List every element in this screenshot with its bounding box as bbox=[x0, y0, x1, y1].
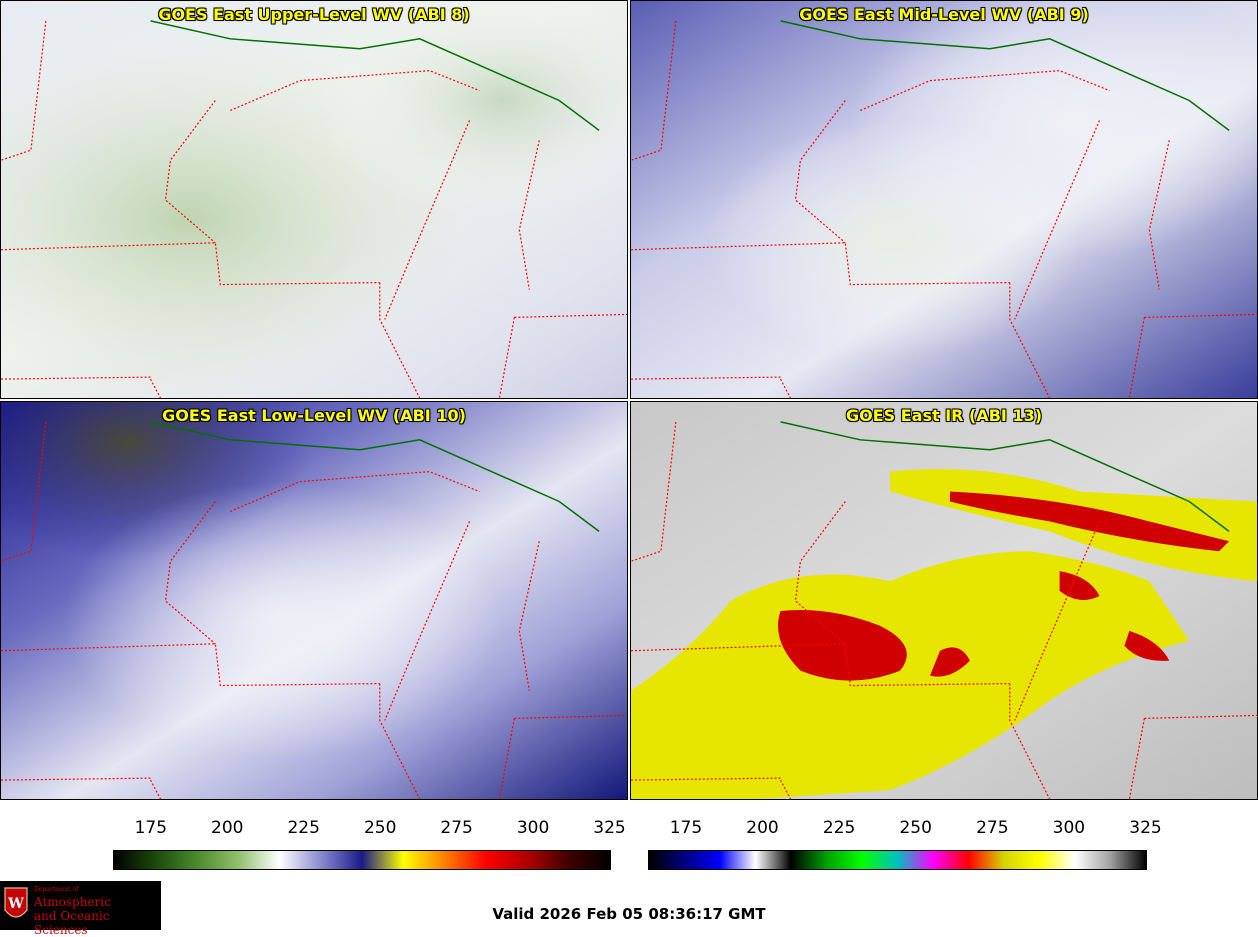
low-level-wv-image bbox=[1, 402, 627, 799]
wv-colorbar-ticks: 175 200 225 250 275 300 325 bbox=[113, 818, 626, 856]
uw-crest-icon: W bbox=[4, 887, 28, 918]
ir-image bbox=[631, 402, 1257, 799]
mid-level-wv-panel: GOES East Mid-Level WV (ABI 9) bbox=[630, 0, 1258, 399]
colorbar-tick-label: 200 bbox=[211, 818, 244, 838]
valid-time: Valid 2026 Feb 05 08:36:17 GMT bbox=[492, 905, 766, 923]
panel-title: GOES East Mid-Level WV (ABI 9) bbox=[799, 5, 1089, 24]
panel-title: GOES East Low-Level WV (ABI 10) bbox=[162, 406, 466, 425]
wv-colorbar: 175 200 225 250 275 300 325 bbox=[113, 818, 626, 872]
mid-level-wv-image bbox=[631, 1, 1257, 398]
colorbar-tick-label: 300 bbox=[516, 818, 550, 838]
ir-colorbar: 175 200 225 250 275 300 325 bbox=[648, 818, 1162, 872]
colorbar-tick-label: 175 bbox=[669, 818, 703, 838]
logo-line1: Atmospheric bbox=[34, 895, 111, 909]
colorbar-tick-label: 200 bbox=[746, 818, 779, 838]
colorbar-tick-label: 175 bbox=[134, 818, 168, 838]
colorbar-tick-label: 225 bbox=[822, 818, 856, 838]
crest-letter: W bbox=[7, 896, 24, 912]
colorbar-tick-label: 250 bbox=[899, 818, 932, 838]
colorbar-tick-label: 325 bbox=[593, 818, 626, 838]
low-level-wv-panel: GOES East Low-Level WV (ABI 10) bbox=[0, 401, 628, 800]
colorbar-tick-label: 275 bbox=[976, 818, 1009, 838]
colorbar-tick-label: 325 bbox=[1129, 818, 1162, 838]
panel-title: GOES East IR (ABI 13) bbox=[845, 406, 1043, 425]
logo-dept: Department of bbox=[34, 886, 79, 893]
ir-colorbar-gradient bbox=[648, 850, 1147, 870]
ir-panel: GOES East IR (ABI 13) bbox=[630, 401, 1258, 800]
colorbar-tick-label: 300 bbox=[1052, 818, 1086, 838]
panel-title: GOES East Upper-Level WV (ABI 8) bbox=[158, 5, 470, 24]
colorbar-tick-label: 225 bbox=[287, 818, 320, 838]
upper-level-wv-image bbox=[1, 1, 627, 398]
wv-colorbar-gradient bbox=[113, 850, 611, 870]
colorbar-tick-label: 250 bbox=[363, 818, 397, 838]
ir-colorbar-ticks: 175 200 225 250 275 300 325 bbox=[648, 818, 1162, 856]
upper-level-wv-panel: GOES East Upper-Level WV (ABI 8) bbox=[0, 0, 628, 399]
colorbar-tick-label: 275 bbox=[440, 818, 473, 838]
